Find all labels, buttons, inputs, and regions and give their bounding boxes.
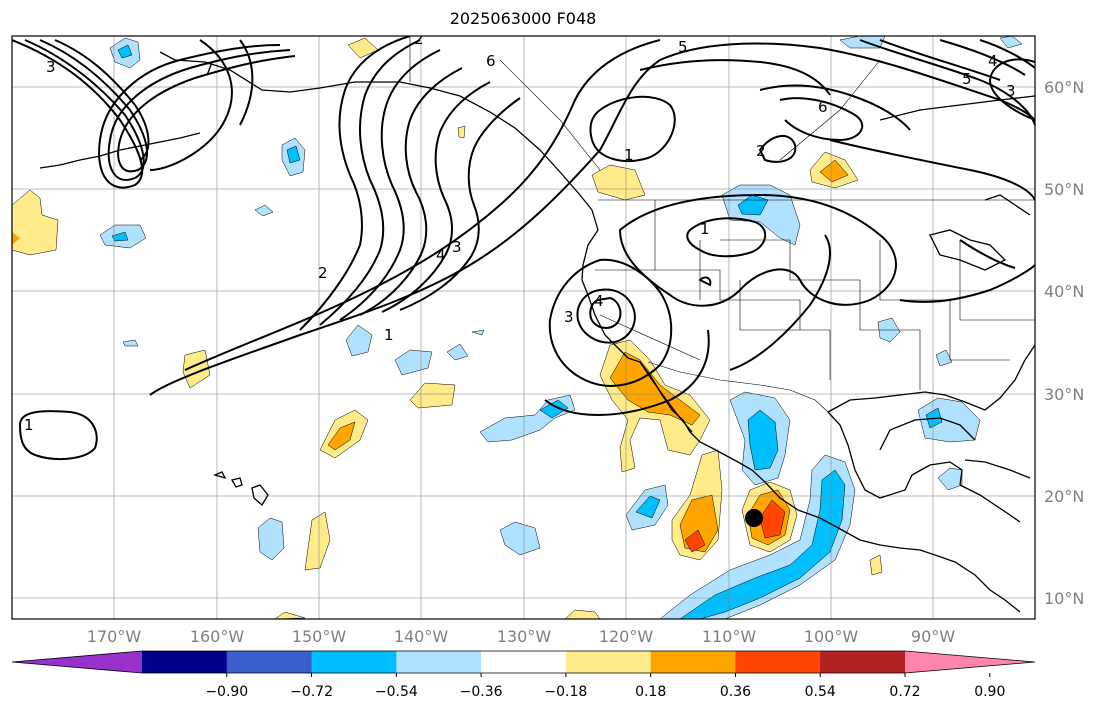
lon-tick-label: 150°W — [292, 627, 347, 646]
contour-label: 7 — [204, 60, 214, 78]
colorbar-label: −0.90 — [205, 684, 248, 700]
colorbar: −0.90 −0.72 −0.54 −0.36 −0.18 0.18 0.36 0.54 0.7… — [11, 650, 1036, 700]
map-panel — [12, 36, 1035, 619]
storm-center-marker — [745, 509, 763, 527]
latitude-labels: 60°N 50°N 40°N 30°N 20°N 10°N — [1044, 78, 1084, 608]
colorbar-label: 0.72 — [889, 684, 920, 700]
colorbar-bin — [226, 651, 313, 673]
colorbar-bin — [820, 651, 906, 673]
contour-lines — [12, 36, 1035, 460]
colorbar-bin — [481, 651, 567, 673]
longitude-labels: 170°W 160°W 150°W 140°W 130°W 120°W 110°… — [87, 627, 955, 646]
contour-label: 1 — [700, 220, 710, 238]
colorbar-bin — [311, 651, 397, 673]
contour-label: 4 — [436, 246, 446, 264]
lon-tick-label: 110°W — [702, 627, 757, 646]
colorbar-label: −0.18 — [544, 684, 587, 700]
contour-label: 5 — [962, 70, 972, 88]
lon-tick-label: 120°W — [599, 627, 654, 646]
contour-label: 6 — [486, 52, 496, 70]
lat-tick-label: 40°N — [1044, 282, 1084, 301]
contour-label: 3 — [452, 238, 462, 256]
contour-label: 6 — [818, 98, 828, 116]
lat-tick-label: 30°N — [1044, 385, 1084, 404]
colorbar-label: 0.54 — [805, 684, 836, 700]
colorbar-label: 0.36 — [720, 684, 751, 700]
graticule — [12, 36, 1035, 619]
colorbar-label: 0.90 — [974, 684, 1005, 700]
contour-labels: 3 1 5 6 2 4 3 2 1 3 4 1 1 7 2 6 5 4 3 — [24, 30, 1016, 434]
contour-label: 5 — [678, 38, 688, 56]
contour-label: 2 — [756, 142, 766, 160]
colorbar-label: −0.54 — [375, 684, 418, 700]
lat-tick-label: 10°N — [1044, 589, 1084, 608]
lon-tick-label: 90°W — [911, 627, 955, 646]
colorbar-bin — [565, 651, 652, 673]
colorbar-bin — [142, 651, 228, 673]
shaded-fields — [12, 36, 1023, 619]
colorbar-extend-high — [905, 651, 1035, 673]
contour-label: 2 — [414, 30, 424, 48]
colorbar-bin — [650, 651, 736, 673]
lon-tick-label: 170°W — [87, 627, 142, 646]
colorbar-extend-low — [12, 651, 142, 673]
lon-tick-label: 130°W — [497, 627, 552, 646]
lat-tick-label: 20°N — [1044, 487, 1084, 506]
colorbar-bin — [735, 651, 821, 673]
colorbar-label: 0.18 — [635, 684, 666, 700]
colorbar-label: −0.72 — [290, 684, 333, 700]
contour-label: 1 — [24, 416, 34, 434]
contour-label: 4 — [988, 52, 998, 70]
contour-label: 1 — [624, 146, 634, 164]
map-frame — [11, 35, 1036, 620]
contour-label: 1 — [384, 326, 394, 344]
lon-tick-label: 100°W — [804, 627, 859, 646]
colorbar-outline — [11, 650, 1036, 674]
contour-label: 2 — [318, 264, 328, 282]
colorbar-label: −0.36 — [460, 684, 503, 700]
lat-tick-label: 50°N — [1044, 180, 1084, 199]
contour-label: 3 — [564, 308, 574, 326]
lat-tick-label: 60°N — [1044, 78, 1084, 97]
lon-tick-label: 160°W — [190, 627, 245, 646]
contour-label: 3 — [46, 58, 56, 76]
map-title: 2025063000 F048 — [449, 9, 597, 28]
colorbar-bin — [396, 651, 482, 673]
contour-label: 4 — [594, 292, 604, 310]
lon-tick-label: 140°W — [394, 627, 449, 646]
contour-label: 3 — [1006, 82, 1016, 100]
